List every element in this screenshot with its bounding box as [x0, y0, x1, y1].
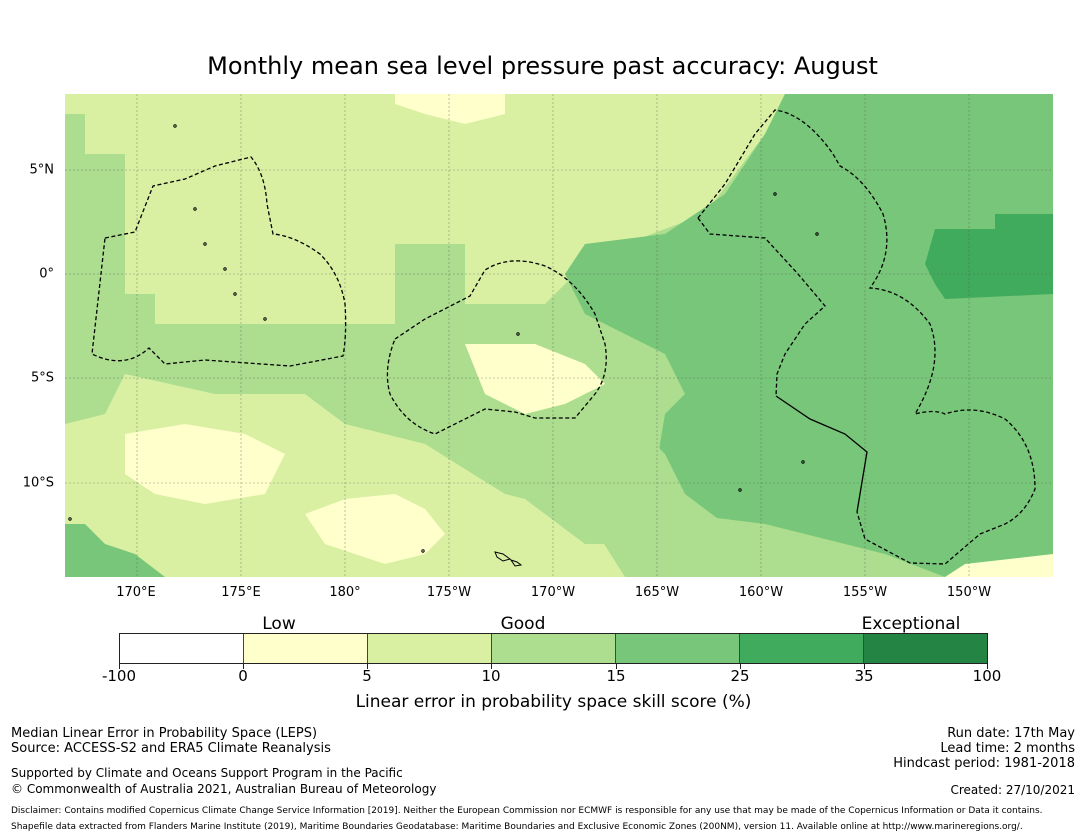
colorbar-segment-5 — [740, 634, 864, 663]
eez-solid-boundary — [775, 395, 868, 513]
colorbar — [119, 633, 988, 664]
island-dot-9 — [801, 460, 805, 464]
eez-kiribati-gilbert — [91, 156, 347, 367]
method-text: Median Linear Error in Probability Space… — [11, 726, 318, 741]
lon-label-160w: 160°W — [738, 585, 784, 600]
colorbar-segment-6 — [864, 634, 987, 663]
lon-label-155w: 155°W — [842, 585, 888, 600]
created-text: Created: 27/10/2021 — [950, 783, 1075, 797]
colorbar-tick-label: 25 — [730, 667, 750, 685]
colorbar-segment-4 — [616, 634, 740, 663]
colorbar-label: Linear error in probability space skill … — [355, 692, 752, 712]
colorbar-tick-label: 35 — [854, 667, 874, 685]
lon-label-170w: 170°W — [530, 585, 576, 600]
region-low-south — [305, 494, 445, 564]
colorbar-segment-0 — [120, 634, 244, 663]
region-low-southeast — [945, 554, 1053, 577]
lon-label-150w: 150°W — [946, 585, 992, 600]
island-dot-2 — [203, 242, 207, 246]
lat-label-5s: 5°S — [30, 370, 54, 386]
lat-label-10s: 10°S — [22, 475, 54, 491]
island-dot-12 — [421, 549, 425, 553]
legend-category-exceptional: Exceptional — [861, 614, 961, 634]
islands — [68, 124, 819, 567]
eez-line-islands-north — [697, 217, 826, 397]
island-samoa — [494, 551, 512, 562]
island-dot-3 — [223, 267, 227, 271]
lon-label-165w: 165°W — [634, 585, 680, 600]
shapefile-credit-text: Shapefile data extracted from Flanders M… — [11, 822, 1023, 832]
colorbar-tick-label: -100 — [101, 667, 137, 685]
colorbar-tick-mark — [367, 664, 368, 669]
lon-label-180: 180° — [329, 585, 361, 600]
island-dot-11 — [68, 517, 72, 521]
skill-score-map — [65, 94, 1053, 577]
chart-title: Monthly mean sea level pressure past acc… — [207, 52, 878, 80]
copyright-text: © Commonwealth of Australia 2021, Austra… — [11, 782, 437, 796]
legend-category-low: Low — [262, 614, 296, 634]
colorbar-tick-label: 10 — [481, 667, 501, 685]
island-dot-6 — [516, 332, 520, 336]
lon-label-175w: 175°W — [426, 585, 472, 600]
support-text: Supported by Climate and Oceans Support … — [11, 766, 403, 780]
colorbar-tick-mark — [864, 664, 865, 669]
region-exceptional-east — [565, 94, 1053, 577]
colorbar-tick-mark — [740, 664, 741, 669]
eez-phoenix — [386, 260, 607, 435]
colorbar-tick-mark — [491, 664, 492, 669]
lat-label-0: 0° — [39, 266, 54, 282]
colorbar-segment-3 — [492, 634, 616, 663]
island-samoa-east — [509, 559, 523, 567]
island-dot-1 — [193, 207, 197, 211]
colorbar-tick-mark — [987, 664, 988, 669]
island-dot-8 — [815, 232, 819, 236]
colorbar-tick-mark — [119, 664, 120, 669]
disclaimer-text: Disclaimer: Contains modified Copernicus… — [11, 806, 1043, 816]
colorbar-tick-label: 100 — [972, 667, 1002, 685]
colorbar-tick-mark — [243, 664, 244, 669]
region-low-centre — [465, 344, 605, 414]
legend-category-good: Good — [500, 614, 546, 634]
region-good-west — [65, 114, 215, 344]
region-high-southwest — [65, 524, 165, 577]
island-dot-4 — [233, 292, 237, 296]
colorbar-tick-label: 0 — [238, 667, 248, 685]
run-date-text: Run date: 17th May — [947, 726, 1075, 741]
region-high-east — [925, 214, 1053, 299]
island-dot-5 — [263, 317, 267, 321]
colorbar-tick-label: 15 — [606, 667, 626, 685]
lead-time-text: Lead time: 2 months — [940, 741, 1075, 756]
colorbar-tick-mark — [616, 664, 617, 669]
gridlines — [65, 94, 1053, 577]
colorbar-segment-2 — [368, 634, 492, 663]
region-exceptional-southeast — [505, 394, 765, 544]
region-low-north — [395, 94, 505, 124]
lon-label-170e: 170°E — [116, 585, 156, 600]
eez-boundaries — [91, 109, 1036, 565]
source-text: Source: ACCESS-S2 and ERA5 Climate Reana… — [11, 741, 331, 756]
island-dot-10 — [738, 488, 742, 492]
colorbar-tick-label: 5 — [362, 667, 372, 685]
island-dot-13 — [173, 124, 177, 128]
island-dot-7 — [773, 192, 777, 196]
colorbar-segment-1 — [244, 634, 368, 663]
region-low-west-south — [125, 424, 285, 504]
eez-line-islands — [697, 109, 1036, 565]
lat-label-5n: 5°N — [29, 162, 55, 178]
hindcast-text: Hindcast period: 1981-2018 — [893, 756, 1075, 771]
lon-label-175e: 175°E — [221, 585, 261, 600]
